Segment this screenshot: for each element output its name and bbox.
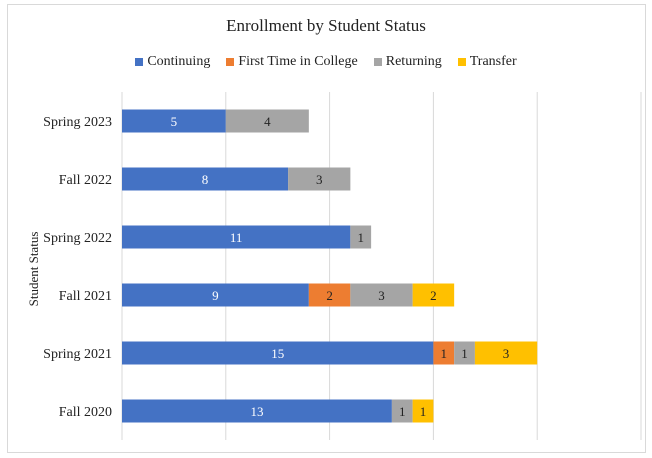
data-label: 9 (212, 288, 219, 303)
bar-segment (225, 109, 309, 133)
category-label: Fall 2021 (59, 289, 112, 304)
category-label: Spring 2023 (43, 115, 112, 130)
bar-segment (122, 341, 434, 365)
data-label: 3 (378, 288, 385, 303)
data-label: 2 (430, 288, 437, 303)
bar-segment (433, 341, 455, 365)
legend-item: Transfer (457, 54, 517, 70)
data-label: 5 (171, 114, 178, 129)
chart-title: Enrollment by Student Status (226, 16, 426, 35)
bar-segment (350, 225, 372, 249)
data-label: 1 (357, 230, 364, 245)
bar-segment (308, 283, 351, 307)
category-label: Spring 2022 (43, 231, 112, 246)
bar-segment (350, 283, 413, 307)
bar-segment (454, 341, 475, 365)
data-label: 8 (202, 172, 209, 187)
legend-swatch (373, 58, 382, 66)
data-label: 4 (264, 114, 271, 129)
legend-label: Transfer (469, 54, 517, 69)
data-label: 3 (316, 172, 323, 187)
data-label: 1 (461, 346, 468, 361)
legend-item: First Time in College (226, 54, 358, 70)
data-label: 3 (503, 346, 510, 361)
category-label: Fall 2022 (59, 173, 112, 188)
bar-segment (391, 399, 413, 423)
bar-segment (122, 109, 226, 133)
bar-segment (122, 283, 309, 307)
data-label: 1 (441, 346, 448, 361)
data-label: 13 (250, 404, 263, 419)
bar-segment (474, 341, 538, 365)
legend-swatch (226, 58, 235, 66)
bar-segment (412, 399, 434, 423)
legend-label: Continuing (147, 54, 211, 69)
data-label: 2 (326, 288, 333, 303)
legend-label: First Time in College (238, 54, 358, 69)
data-label: 11 (230, 230, 243, 245)
legend-label: Returning (385, 54, 442, 69)
legend-swatch (457, 58, 466, 66)
legend-swatch (135, 58, 144, 66)
bar-segment (122, 167, 289, 191)
legend-item: Continuing (135, 54, 210, 70)
data-label: 1 (420, 404, 427, 419)
bar-segment (288, 167, 351, 191)
data-label: 1 (399, 404, 406, 419)
category-label: Spring 2021 (43, 347, 112, 362)
bar-segment (122, 225, 351, 249)
category-label: Fall 2020 (59, 405, 112, 420)
chart-legend: Continuing First Time in College Returning… (0, 54, 652, 70)
data-label: 15 (271, 346, 284, 361)
legend-item: Returning (373, 54, 442, 70)
bar-segment (412, 283, 455, 307)
bar-segment (122, 399, 392, 423)
